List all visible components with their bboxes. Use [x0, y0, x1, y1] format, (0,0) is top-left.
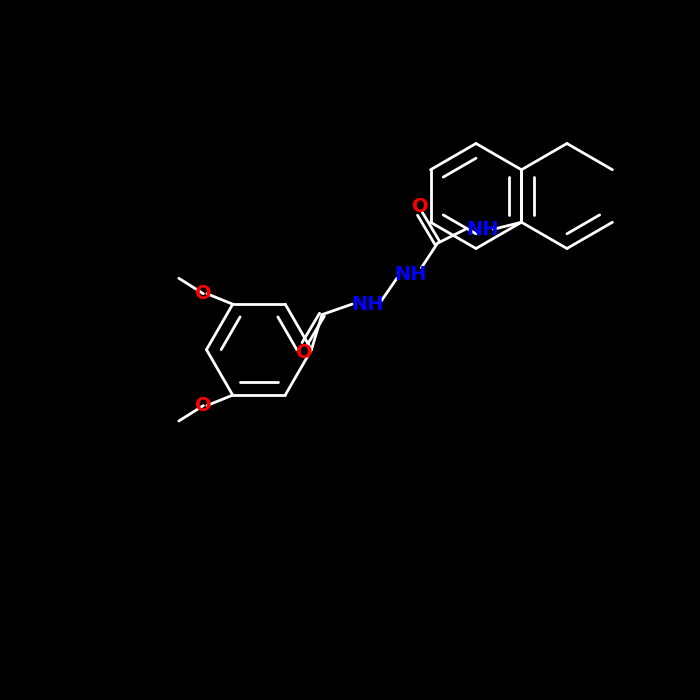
- Text: NH: NH: [467, 220, 499, 239]
- Text: O: O: [195, 396, 211, 415]
- Text: O: O: [195, 284, 211, 303]
- Text: O: O: [296, 343, 313, 362]
- Text: NH: NH: [351, 295, 384, 314]
- Text: NH: NH: [395, 265, 427, 284]
- Text: O: O: [412, 197, 428, 216]
